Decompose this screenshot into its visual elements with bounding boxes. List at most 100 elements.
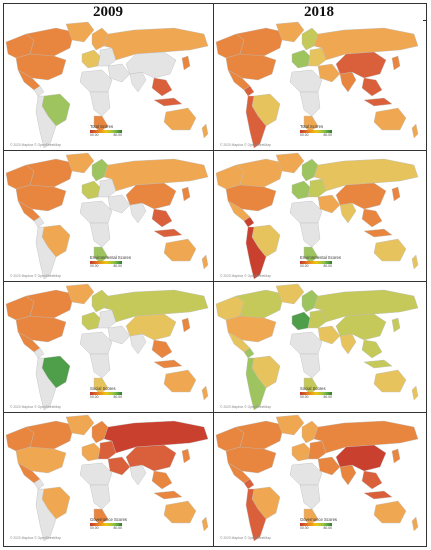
- region-central-america: [33, 216, 45, 228]
- region-south-africa: [93, 115, 109, 133]
- region-central-africa: [89, 353, 111, 379]
- map-credit: © 2020 Mapbox © OpenStreetMap: [10, 143, 61, 147]
- legend-color-scale: [90, 392, 122, 395]
- world-map: [214, 282, 423, 412]
- map-panel-total-2009: Total Scores 00.00 80.00 © 2020 Mapbox ©…: [4, 20, 213, 150]
- region-southeast-asia: [361, 208, 383, 228]
- legend-min: 00.00: [90, 526, 99, 530]
- row-divider-3: [3, 412, 427, 413]
- region-indonesia: [153, 490, 183, 500]
- region-southeast-asia: [361, 470, 383, 490]
- region-japan: [181, 448, 191, 464]
- region-greenland: [65, 152, 95, 174]
- region-japan: [181, 317, 191, 333]
- region-russia: [103, 289, 209, 323]
- region-central-america: [243, 478, 255, 490]
- region-australia: [373, 500, 407, 524]
- region-russia: [313, 158, 419, 192]
- legend-title: Environmental Scores: [90, 255, 131, 260]
- legend-max: 80.00: [323, 264, 333, 268]
- region-new-zealand: [411, 385, 419, 401]
- region-south-africa: [303, 246, 319, 264]
- region-greenland: [65, 21, 95, 43]
- legend-title: Total Scores: [300, 124, 324, 129]
- region-central-africa: [89, 484, 111, 510]
- region-central-america: [243, 85, 255, 97]
- region-southeast-asia: [151, 470, 173, 490]
- legend-title: Total Scores: [90, 124, 114, 129]
- region-indonesia: [363, 359, 393, 369]
- column-header-2018: 2018: [304, 4, 334, 20]
- region-south-africa: [93, 246, 109, 264]
- region-south-america-west: [35, 226, 57, 280]
- region-southeast-asia: [151, 208, 173, 228]
- legend-max: 80.00: [323, 133, 333, 137]
- region-middle-east: [107, 194, 131, 214]
- region-central-africa: [299, 484, 321, 510]
- legend-min: 00.00: [90, 264, 99, 268]
- region-russia: [313, 27, 419, 61]
- map-legend: Total Scores 00.00 80.00: [90, 124, 122, 137]
- region-south-america-west: [35, 488, 57, 542]
- region-southeast-asia: [151, 77, 173, 97]
- region-south-america-west: [245, 226, 267, 280]
- region-russia: [103, 420, 209, 454]
- region-greenland: [275, 283, 305, 305]
- map-panel-social-2018: Social Scores 00.00 80.00 © 2020 Mapbox …: [214, 282, 423, 412]
- world-map: [4, 282, 213, 412]
- region-middle-east: [107, 63, 131, 83]
- legend-color-scale: [300, 523, 332, 526]
- legend-color-scale: [90, 523, 122, 526]
- legend-max: 80.00: [113, 133, 123, 137]
- map-credit: © 2020 Mapbox © OpenStreetMap: [10, 405, 61, 409]
- region-new-zealand: [201, 254, 209, 270]
- region-japan: [181, 186, 191, 202]
- region-south-america-west: [35, 357, 57, 411]
- region-central-america: [33, 85, 45, 97]
- figure-grid: [3, 3, 427, 547]
- map-legend: Governance Scores 00.00 80.00: [300, 517, 337, 530]
- region-new-zealand: [411, 516, 419, 532]
- region-new-zealand: [201, 385, 209, 401]
- region-greenland: [275, 152, 305, 174]
- region-south-america-west: [245, 357, 267, 411]
- legend-color-scale: [300, 130, 332, 133]
- map-panel-gov-2009: Governance Scores 00.00 80.00 © 2020 Map…: [4, 413, 213, 543]
- column-header-2009: 2009: [93, 4, 123, 20]
- region-south-america-west: [35, 95, 57, 149]
- legend-max: 80.00: [113, 264, 123, 268]
- region-japan: [181, 55, 191, 71]
- region-south-america-west: [245, 95, 267, 149]
- region-russia: [313, 420, 419, 454]
- legend-title: Social Scores: [300, 386, 326, 391]
- region-central-africa: [89, 222, 111, 248]
- world-map: [4, 151, 213, 281]
- region-south-africa: [93, 377, 109, 395]
- legend-min: 00.00: [300, 395, 309, 399]
- region-middle-east: [317, 63, 341, 83]
- region-new-zealand: [411, 123, 419, 139]
- map-legend: Governance Scores 00.00 80.00: [90, 517, 127, 530]
- region-central-africa: [299, 353, 321, 379]
- map-panel-total-2018: Total Scores 00.00 80.00 © 2020 Mapbox ©…: [214, 20, 423, 150]
- legend-color-scale: [90, 130, 122, 133]
- region-central-africa: [299, 91, 321, 117]
- region-middle-east: [107, 456, 131, 476]
- world-map: [214, 413, 423, 543]
- region-indonesia: [363, 490, 393, 500]
- region-south-africa: [303, 115, 319, 133]
- row-divider-1: [3, 150, 427, 151]
- region-south-africa: [303, 377, 319, 395]
- map-credit: © 2020 Mapbox © OpenStreetMap: [220, 536, 271, 540]
- legend-min: 00.00: [300, 133, 309, 137]
- legend-title: Social Scores: [90, 386, 116, 391]
- legend-title: Governance Scores: [300, 517, 338, 522]
- legend-color-scale: [90, 261, 122, 264]
- world-map: [214, 151, 423, 281]
- row-divider-2: [3, 281, 427, 282]
- world-map: [4, 413, 213, 543]
- region-new-zealand: [201, 123, 209, 139]
- region-indonesia: [153, 228, 183, 238]
- legend-title: Environmental Scores: [300, 255, 341, 260]
- map-credit: © 2020 Mapbox © OpenStreetMap: [10, 536, 61, 540]
